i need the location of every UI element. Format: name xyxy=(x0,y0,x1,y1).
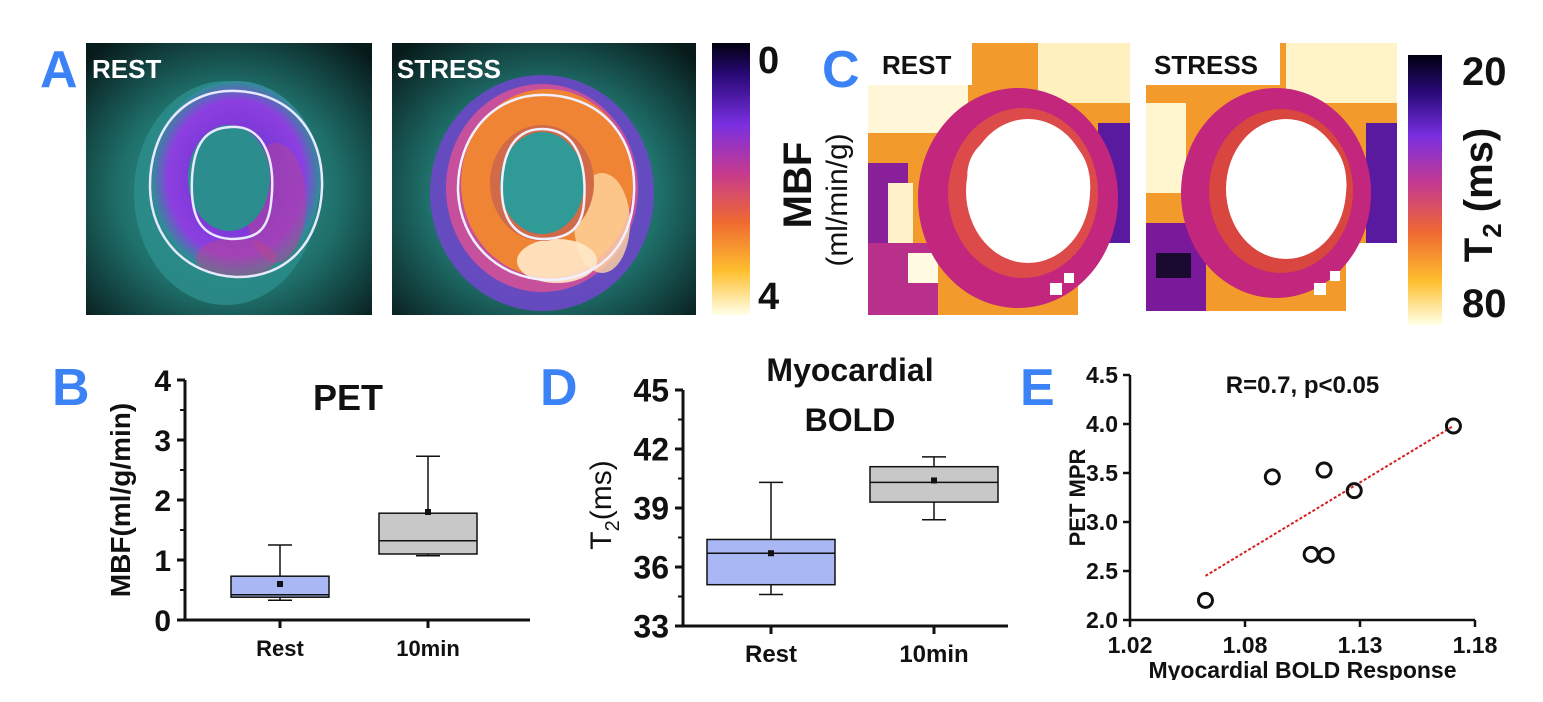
panel-letter-e: E xyxy=(1020,359,1055,417)
t2-colorbar-title-sub: 2 xyxy=(1477,223,1507,238)
y-tick-label: 2 xyxy=(154,485,171,518)
rest-epicardial-contour xyxy=(148,89,324,279)
y-tick-label: 3 xyxy=(154,425,171,458)
y-axis-label-main: T xyxy=(585,531,618,549)
pet-stress-image xyxy=(392,43,696,315)
mean-marker xyxy=(277,581,283,587)
y-tick-label: 4.5 xyxy=(1086,362,1118,388)
box-rest xyxy=(706,538,836,586)
x-tick-label: 1.08 xyxy=(1223,632,1268,658)
t2-stress-image xyxy=(1146,43,1397,311)
x-category-label: 10min xyxy=(899,641,968,668)
data-point xyxy=(1345,482,1363,500)
y-tick-label: 4 xyxy=(154,365,171,398)
pet-rest-label: REST xyxy=(92,54,162,84)
x-category-label: 10min xyxy=(396,636,460,661)
y-tick-label: 4.0 xyxy=(1086,411,1118,437)
t2-colorbar-top: 20 xyxy=(1462,50,1507,94)
mean-marker xyxy=(425,509,431,515)
y-tick-label: 2.0 xyxy=(1086,607,1118,633)
mbf-colorbar-title: MBF xyxy=(776,141,820,229)
panel-letter-a: A xyxy=(40,41,78,99)
correlation-annotation: R=0.7, p<0.05 xyxy=(1226,372,1379,399)
x-category-label: Rest xyxy=(745,641,797,668)
mbf-colorbar-bottom: 4 xyxy=(758,276,780,318)
x-category-label: Rest xyxy=(256,636,304,661)
t2-rest-label: REST xyxy=(882,50,952,80)
x-tick-label: 1.13 xyxy=(1338,632,1383,658)
x-axis-label: Myocardial BOLD Response xyxy=(1148,657,1456,680)
y-tick-label: 1 xyxy=(154,545,171,578)
chart-title-line2: BOLD xyxy=(805,402,896,438)
rest-endocardial-contour xyxy=(190,125,274,241)
panel-letter-c: C xyxy=(822,41,860,99)
box-10min xyxy=(378,512,478,555)
y-tick-label: 3.0 xyxy=(1086,509,1118,535)
stress-epicardial-contour xyxy=(456,93,636,282)
t2-colorbar-title: T2 (ms) xyxy=(1457,127,1507,263)
y-axis-label-units: (ms) xyxy=(585,460,618,520)
t2-colorbar-title-main: T xyxy=(1457,237,1501,263)
mbf-colorbar xyxy=(712,43,750,315)
data-point xyxy=(1196,591,1214,609)
box-10min xyxy=(869,465,999,503)
y-tick-label: 3.5 xyxy=(1086,460,1118,486)
t2-stress-label-box xyxy=(1146,43,1280,85)
y-axis-label-sub: 2 xyxy=(602,520,624,531)
y-tick-label: 45 xyxy=(633,373,669,409)
x-tick-label: 1.02 xyxy=(1108,632,1153,658)
chart-title-line1: Myocardial xyxy=(766,352,933,388)
y-tick-label: 42 xyxy=(633,432,669,468)
y-axis-label: PET MPR xyxy=(1065,449,1090,547)
pet-rest-image xyxy=(86,43,372,315)
pet-box-chart: 0 1 2 3 4 Rest 10min MBF(ml/g/min) PET xyxy=(105,365,530,661)
mbf-colorbar-units: (ml/min/g) xyxy=(821,133,854,267)
y-axis-label: MBF(ml/g/min) xyxy=(105,403,136,597)
x-tick-label: 1.18 xyxy=(1453,632,1498,658)
bold-box-chart: 33 36 39 42 45 Rest 10min T2(ms) Myocardial BOLD xyxy=(585,352,1008,668)
pet-stress-label: STRESS xyxy=(397,54,502,84)
y-tick-label: 36 xyxy=(633,550,669,586)
correlation-scatter-chart: 2.0 2.5 3.0 3.5 4.0 4.5 1.02 1.08 1.13 1.18Myocar… xyxy=(1065,362,1498,680)
t2-colorbar-bottom: 80 xyxy=(1462,282,1507,326)
y-tick-label: 39 xyxy=(633,491,669,527)
panel-letter-d: D xyxy=(540,359,578,417)
fit-line xyxy=(1204,425,1454,577)
y-tick-label: 2.5 xyxy=(1086,558,1118,584)
t2-stress-label: STRESS xyxy=(1154,50,1259,80)
chart-title: PET xyxy=(313,377,383,418)
stress-endocardial-contour xyxy=(500,127,586,241)
t2-rest-image xyxy=(868,43,1130,315)
data-point xyxy=(1263,468,1281,486)
mean-marker xyxy=(768,550,774,557)
y-tick-label: 33 xyxy=(633,609,669,645)
data-point xyxy=(1302,545,1320,563)
t2-colorbar-title-units: (ms) xyxy=(1457,127,1501,224)
data-point xyxy=(1315,461,1333,479)
mean-marker xyxy=(931,477,937,484)
t2-colorbar xyxy=(1408,55,1442,325)
y-axis-label: T2(ms) xyxy=(585,460,624,549)
mbf-colorbar-top: 0 xyxy=(758,40,780,82)
y-tick-label: 0 xyxy=(154,605,171,638)
panel-letter-b: B xyxy=(52,359,90,417)
data-point xyxy=(1317,546,1335,564)
t2-rest-label-box xyxy=(868,43,972,85)
data-point xyxy=(1444,417,1462,435)
